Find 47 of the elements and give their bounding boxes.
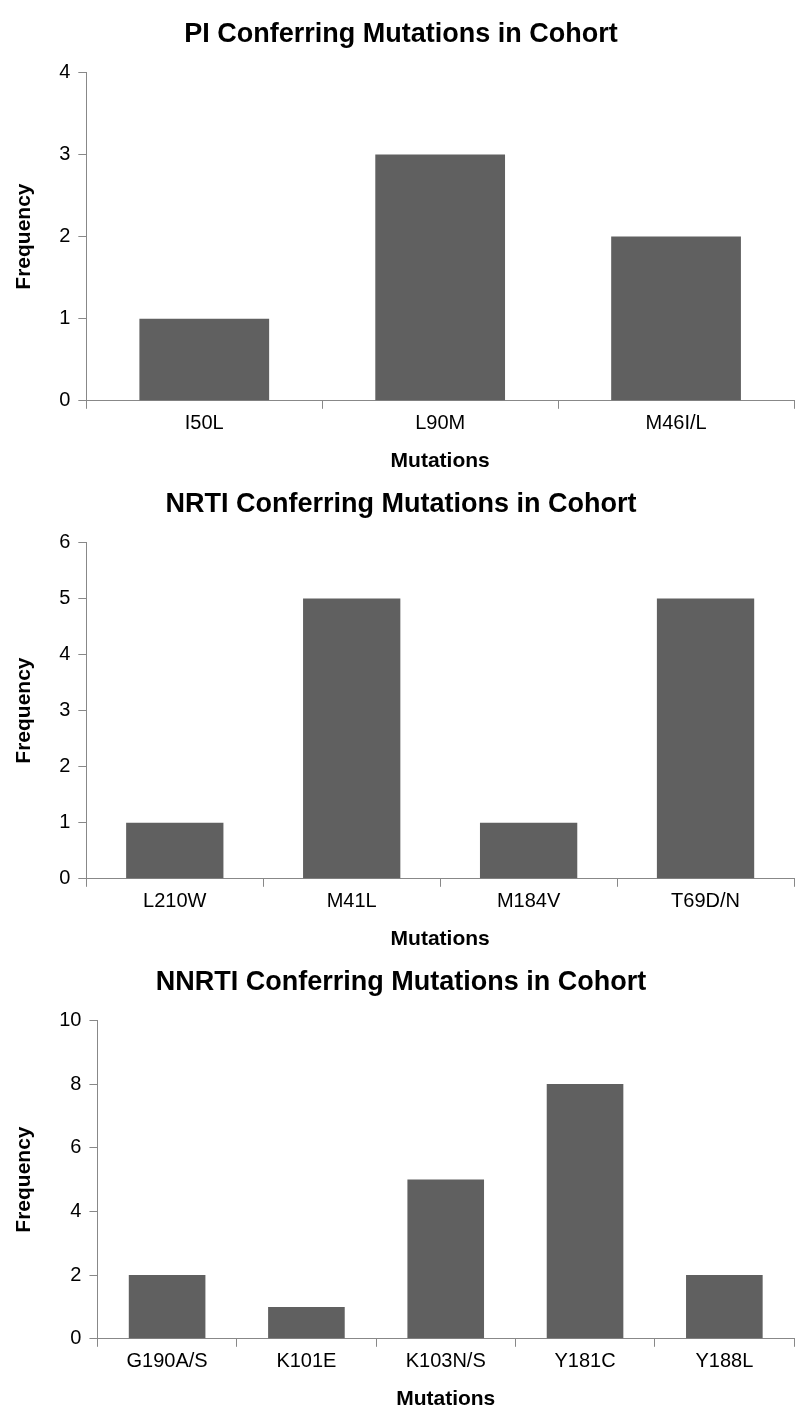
bar xyxy=(611,236,741,401)
y-tick-label: 4 xyxy=(59,59,71,82)
chart-title: NRTI Conferring Mutations in Cohort xyxy=(165,487,637,518)
y-tick-label: 5 xyxy=(59,585,71,608)
x-axis-title: Mutations xyxy=(396,1386,496,1410)
bar xyxy=(139,318,270,401)
x-tick-label: I50L xyxy=(184,411,224,434)
x-tick-label: T69D/N xyxy=(671,889,740,912)
x-axis-title: Mutations xyxy=(390,448,490,472)
y-tick-label: 3 xyxy=(59,698,71,721)
y-axis-title: Frequency xyxy=(11,657,35,764)
y-axis-title: Frequency xyxy=(11,183,35,290)
x-tick-label: L90M xyxy=(415,411,466,434)
y-tick-label: 2 xyxy=(59,224,71,247)
bar xyxy=(375,154,506,401)
bar xyxy=(546,1084,624,1339)
bar xyxy=(407,1179,485,1339)
x-tick-label: M46I/L xyxy=(645,411,707,434)
chart-title: NNRTI Conferring Mutations in Cohort xyxy=(155,965,647,996)
y-tick-label: 0 xyxy=(59,866,71,889)
x-tick-label: M41L xyxy=(326,889,377,912)
y-tick-label: 0 xyxy=(70,1326,82,1349)
chart-title: PI Conferring Mutations in Cohort xyxy=(184,17,618,48)
y-tick-label: 10 xyxy=(59,1007,82,1030)
x-tick-label: G190A/S xyxy=(126,1349,208,1372)
x-tick-label: M184V xyxy=(496,889,561,912)
y-tick-label: 3 xyxy=(59,142,71,165)
x-tick-label: Y181C xyxy=(554,1349,616,1372)
x-tick-label: Y188L xyxy=(695,1349,754,1372)
bar xyxy=(268,1306,345,1339)
y-axis-title: Frequency xyxy=(11,1126,35,1233)
y-tick-label: 1 xyxy=(59,810,71,833)
y-tick-label: 2 xyxy=(70,1262,82,1285)
y-tick-label: 6 xyxy=(70,1135,82,1158)
x-axis-title: Mutations xyxy=(390,926,490,950)
y-tick-label: 4 xyxy=(59,642,71,665)
y-tick-label: 8 xyxy=(70,1071,82,1094)
y-tick-label: 1 xyxy=(59,306,71,329)
y-tick-label: 6 xyxy=(59,529,71,552)
x-tick-label: L210W xyxy=(143,889,207,912)
y-tick-label: 2 xyxy=(59,754,71,777)
bar xyxy=(686,1275,763,1339)
bar xyxy=(128,1275,206,1339)
x-tick-label: K103N/S xyxy=(405,1349,486,1372)
x-tick-label: K101E xyxy=(276,1349,337,1372)
y-tick-label: 0 xyxy=(59,388,71,411)
y-tick-label: 4 xyxy=(70,1198,82,1221)
